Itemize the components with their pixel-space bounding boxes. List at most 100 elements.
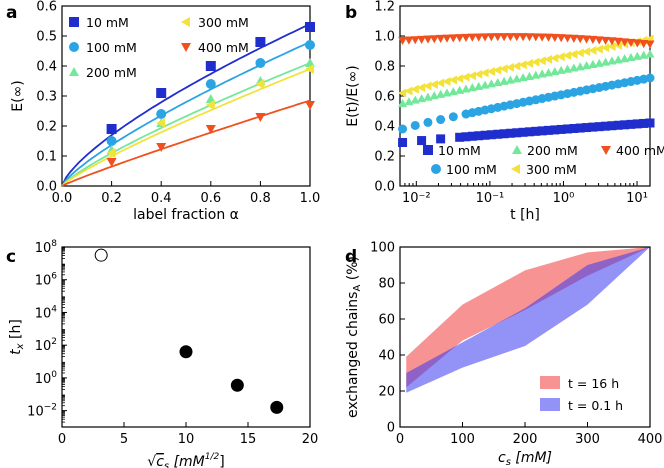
panel-b-legend-marker-0 xyxy=(423,145,433,155)
panel-a-legend: 10 mM 100 mM 200 mM 300 mM 400 mM xyxy=(69,15,249,80)
panel-b-point-3-8 xyxy=(448,75,457,85)
panel-b-point-2-8 xyxy=(448,87,458,96)
panel-b-point-3-28 xyxy=(575,48,584,58)
panel-b-point-4-22 xyxy=(537,33,547,42)
panel-b-point-3-15 xyxy=(493,65,502,75)
panel-a-xtick-1-label: 0.2 xyxy=(101,191,122,206)
panel-d-legend-swatch-0 xyxy=(540,376,560,389)
panel-b-point-3-12 xyxy=(474,69,483,79)
panel-b-point-3-31 xyxy=(594,44,603,54)
panel-b-point-3-29 xyxy=(582,47,591,57)
panel-b-point-4-3 xyxy=(417,35,427,44)
panel-b-point-0-32 xyxy=(601,121,611,131)
panel-b-point-4-39 xyxy=(645,40,655,49)
panel-b-point-0-3 xyxy=(417,136,427,146)
panel-b-point-2-25 xyxy=(556,65,566,74)
panel-b-point-2-19 xyxy=(518,73,528,82)
panel-a-legend-marker-2 xyxy=(69,67,79,76)
panel-b-point-4-26 xyxy=(563,34,573,43)
panel-b-point-4-20 xyxy=(524,33,534,42)
panel-a-ytick-4-label: 0.4 xyxy=(36,60,57,75)
panel-b-point-3-11 xyxy=(467,71,476,81)
panel-a-point-4-4 xyxy=(305,101,315,110)
panel-b-point-2-31 xyxy=(594,58,604,67)
panel-c-xtick-1-label: 5 xyxy=(120,432,128,447)
panel-b-point-0-13 xyxy=(480,130,490,140)
panel-d: 0 100 200 300 400 0 20 40 60 80 100 cs [mM] exchange… xyxy=(345,241,662,468)
panel-c-point-1 xyxy=(179,345,193,359)
panel-d-xlabel: cs [mM] xyxy=(498,450,552,468)
panel-b-ytick-3-label: 0.6 xyxy=(374,90,395,105)
panel-b-point-2-35 xyxy=(620,54,630,63)
panel-a-ytick-3-label: 0.3 xyxy=(36,90,57,105)
panel-b-point-3-14 xyxy=(486,67,495,77)
panel-d-legend-label-0: t = 16 h xyxy=(568,376,619,391)
panel-c-ytick-5-label: 108 xyxy=(35,239,58,256)
panel-a-point-0-0 xyxy=(106,124,117,134)
panel-a-xtick-5-label: 1.0 xyxy=(300,191,321,206)
panel-b-point-0-27 xyxy=(569,123,579,133)
panel-b-point-0-31 xyxy=(594,122,604,132)
panel-b-point-4-35 xyxy=(620,38,630,47)
panel-b-point-3-27 xyxy=(569,49,578,59)
panel-b-ytick-4-label: 0.8 xyxy=(374,60,395,75)
panel-b-point-3-13 xyxy=(480,68,489,78)
panel-d-legend: t = 16 h t = 0.1 h xyxy=(540,376,623,413)
panel-b-point-0-29 xyxy=(582,123,592,133)
panel-b-point-0-28 xyxy=(575,123,585,133)
panel-d-xtick-2-label: 200 xyxy=(513,432,538,447)
panel-a-point-3-0 xyxy=(106,148,116,158)
panel-b-point-0-25 xyxy=(556,124,566,134)
panel-a-legend-label-2: 200 mM xyxy=(86,65,137,80)
panel-b-point-0-16 xyxy=(499,129,509,139)
panel-b-xtick-3-label: 10¹ xyxy=(626,191,648,206)
panel-b-point-2-33 xyxy=(607,56,617,65)
panel-a-point-4-3 xyxy=(255,113,266,122)
panel-d-legend-swatch-1 xyxy=(540,398,560,411)
panel-a-fit-2 xyxy=(61,62,311,187)
panel-b-point-3-9 xyxy=(455,74,464,84)
panel-b-point-4-2 xyxy=(410,36,420,45)
panel-b-point-3-22 xyxy=(537,56,546,66)
panel-c-ytick-1-label: 100 xyxy=(35,370,58,387)
panel-b-point-2-2 xyxy=(410,95,420,104)
panel-b-point-2-38 xyxy=(639,50,649,59)
panel-b-point-4-23 xyxy=(543,33,553,42)
panel-b-point-2-26 xyxy=(563,64,573,73)
panel-c-xtick-4-label: 20 xyxy=(302,432,319,447)
panel-b-ytick-5-label: 1.0 xyxy=(374,30,395,45)
panel-b-point-2-32 xyxy=(601,57,611,66)
panel-d-ytick-2-label: 40 xyxy=(378,349,395,364)
panel-letter-c: c xyxy=(6,247,16,267)
panel-b-point-1-39 xyxy=(645,73,655,83)
panel-b-point-0-10 xyxy=(461,132,471,142)
panel-d-xtick-0-label: 0 xyxy=(396,432,404,447)
panel-c-xtick-3-label: 15 xyxy=(240,432,257,447)
panel-b-xtick-0-label: 10⁻² xyxy=(402,191,431,206)
panel-b-point-3-16 xyxy=(499,64,508,74)
panel-d-area-0 xyxy=(406,247,650,388)
panel-a-legend-label-0: 10 mM xyxy=(86,15,129,30)
panel-b-point-2-4 xyxy=(423,92,433,101)
panel-b-point-4-9 xyxy=(455,34,465,43)
panel-b-point-3-20 xyxy=(524,58,534,68)
panel-d-ytick-3-label: 60 xyxy=(378,313,395,328)
panel-a-xtick-4-label: 0.8 xyxy=(250,191,271,206)
panel-b-point-4-25 xyxy=(556,34,566,43)
panel-a-ytick-0-label: 0.0 xyxy=(36,180,57,195)
panel-b-point-3-24 xyxy=(550,53,559,63)
panel-a-point-1-2 xyxy=(205,79,216,89)
panel-a-point-1-4 xyxy=(305,40,315,50)
panel-b-point-2-30 xyxy=(588,59,598,69)
panel-b-point-0-37 xyxy=(632,119,642,129)
panel-a-legend-marker-4 xyxy=(181,43,191,52)
panel-d-ytick-1-label: 20 xyxy=(378,385,395,400)
panel-b-point-2-12 xyxy=(474,81,484,90)
panel-c-ytick-2-label: 102 xyxy=(35,337,57,354)
panel-a-point-4-2 xyxy=(205,125,216,134)
panel-b-point-0-14 xyxy=(486,130,496,140)
panel-b-point-2-23 xyxy=(543,68,553,77)
panel-b-point-4-38 xyxy=(639,39,649,49)
panel-c-xtick-2-label: 10 xyxy=(178,432,195,447)
